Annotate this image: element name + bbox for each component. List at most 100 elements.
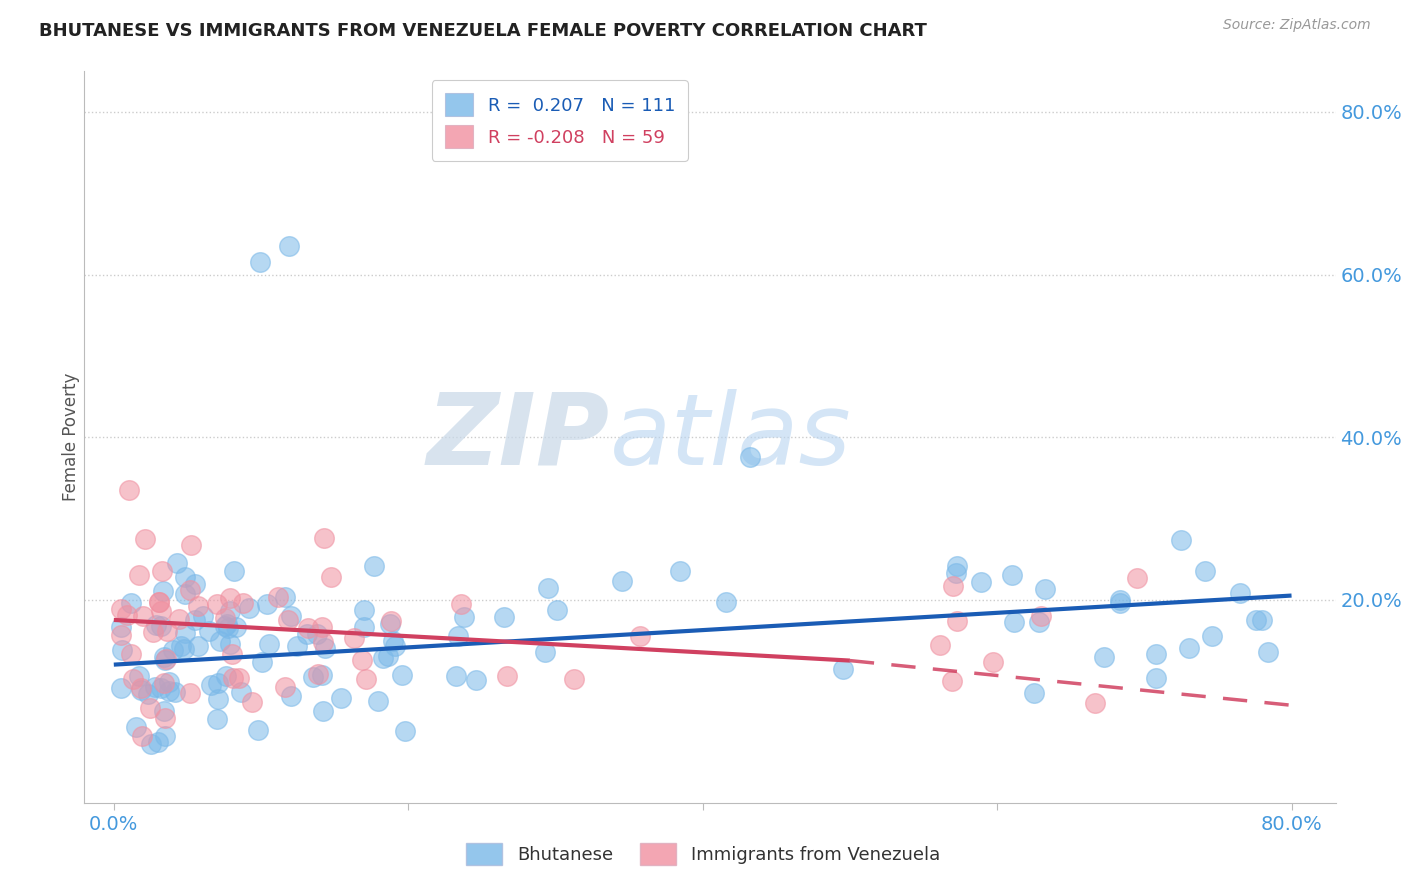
Point <box>319 570 342 584</box>
Point <box>311 668 333 682</box>
Point <box>330 691 353 706</box>
Point <box>246 723 269 737</box>
Point <box>150 619 173 633</box>
Point <box>941 673 963 688</box>
Point <box>207 597 229 611</box>
Text: atlas: atlas <box>610 389 852 485</box>
Point <box>946 559 969 574</box>
Point <box>184 613 207 627</box>
Point <box>170 639 193 653</box>
Point <box>628 629 651 643</box>
Point <box>280 689 302 703</box>
Point <box>1002 615 1025 629</box>
Point <box>214 668 236 682</box>
Point <box>249 255 271 269</box>
Point <box>219 591 242 605</box>
Point <box>207 692 229 706</box>
Point <box>173 587 195 601</box>
Point <box>121 647 143 661</box>
Point <box>464 673 486 688</box>
Point <box>131 681 153 696</box>
Point <box>187 599 209 613</box>
Point <box>537 581 560 595</box>
Point <box>110 681 132 696</box>
Y-axis label: Female Poverty: Female Poverty <box>62 373 80 501</box>
Point <box>173 626 195 640</box>
Point <box>444 669 467 683</box>
Point <box>384 639 406 653</box>
Point <box>562 672 585 686</box>
Point <box>1251 613 1274 627</box>
Point <box>153 729 176 743</box>
Point <box>450 598 472 612</box>
Point <box>152 584 174 599</box>
Point <box>1146 648 1168 662</box>
Point <box>1094 650 1116 665</box>
Point <box>221 647 243 661</box>
Point <box>115 608 138 623</box>
Point <box>492 609 515 624</box>
Point <box>222 671 245 685</box>
Point <box>546 603 568 617</box>
Point <box>110 627 132 641</box>
Point <box>1229 585 1251 599</box>
Point <box>1084 696 1107 710</box>
Point <box>173 641 195 656</box>
Point <box>1194 564 1216 578</box>
Point <box>122 672 145 686</box>
Point <box>1108 593 1130 607</box>
Point <box>740 450 762 465</box>
Point <box>612 574 634 589</box>
Point <box>1257 645 1279 659</box>
Point <box>278 239 301 253</box>
Point <box>367 694 389 708</box>
Point <box>111 643 134 657</box>
Point <box>174 570 197 584</box>
Point <box>179 685 201 699</box>
Point <box>238 601 260 615</box>
Point <box>1028 615 1050 629</box>
Point <box>228 671 250 685</box>
Point <box>297 621 319 635</box>
Point <box>314 641 336 656</box>
Point <box>163 685 186 699</box>
Point <box>1201 629 1223 643</box>
Point <box>155 651 177 665</box>
Point <box>143 680 166 694</box>
Point <box>125 719 148 733</box>
Point <box>1178 641 1201 656</box>
Point <box>139 737 162 751</box>
Point <box>148 595 170 609</box>
Point <box>311 704 333 718</box>
Point <box>946 614 969 628</box>
Point <box>166 556 188 570</box>
Point <box>669 564 692 578</box>
Point <box>363 558 385 573</box>
Point <box>231 684 253 698</box>
Point <box>312 531 335 545</box>
Point <box>285 639 308 653</box>
Point <box>714 595 737 609</box>
Point <box>305 627 328 641</box>
Point <box>128 567 150 582</box>
Point <box>218 603 240 617</box>
Point <box>981 655 1004 669</box>
Point <box>1144 671 1167 685</box>
Point <box>217 621 239 635</box>
Point <box>378 617 401 632</box>
Point <box>302 670 325 684</box>
Point <box>205 712 228 726</box>
Point <box>180 537 202 551</box>
Point <box>214 619 236 633</box>
Point <box>1029 609 1052 624</box>
Point <box>132 609 155 624</box>
Point <box>1170 533 1192 548</box>
Point <box>153 650 176 665</box>
Point <box>117 483 139 497</box>
Point <box>343 631 366 645</box>
Point <box>495 669 517 683</box>
Point <box>382 633 405 648</box>
Legend: Bhutanese, Immigrants from Venezuela: Bhutanese, Immigrants from Venezuela <box>458 836 948 872</box>
Point <box>534 644 557 658</box>
Point <box>208 634 231 648</box>
